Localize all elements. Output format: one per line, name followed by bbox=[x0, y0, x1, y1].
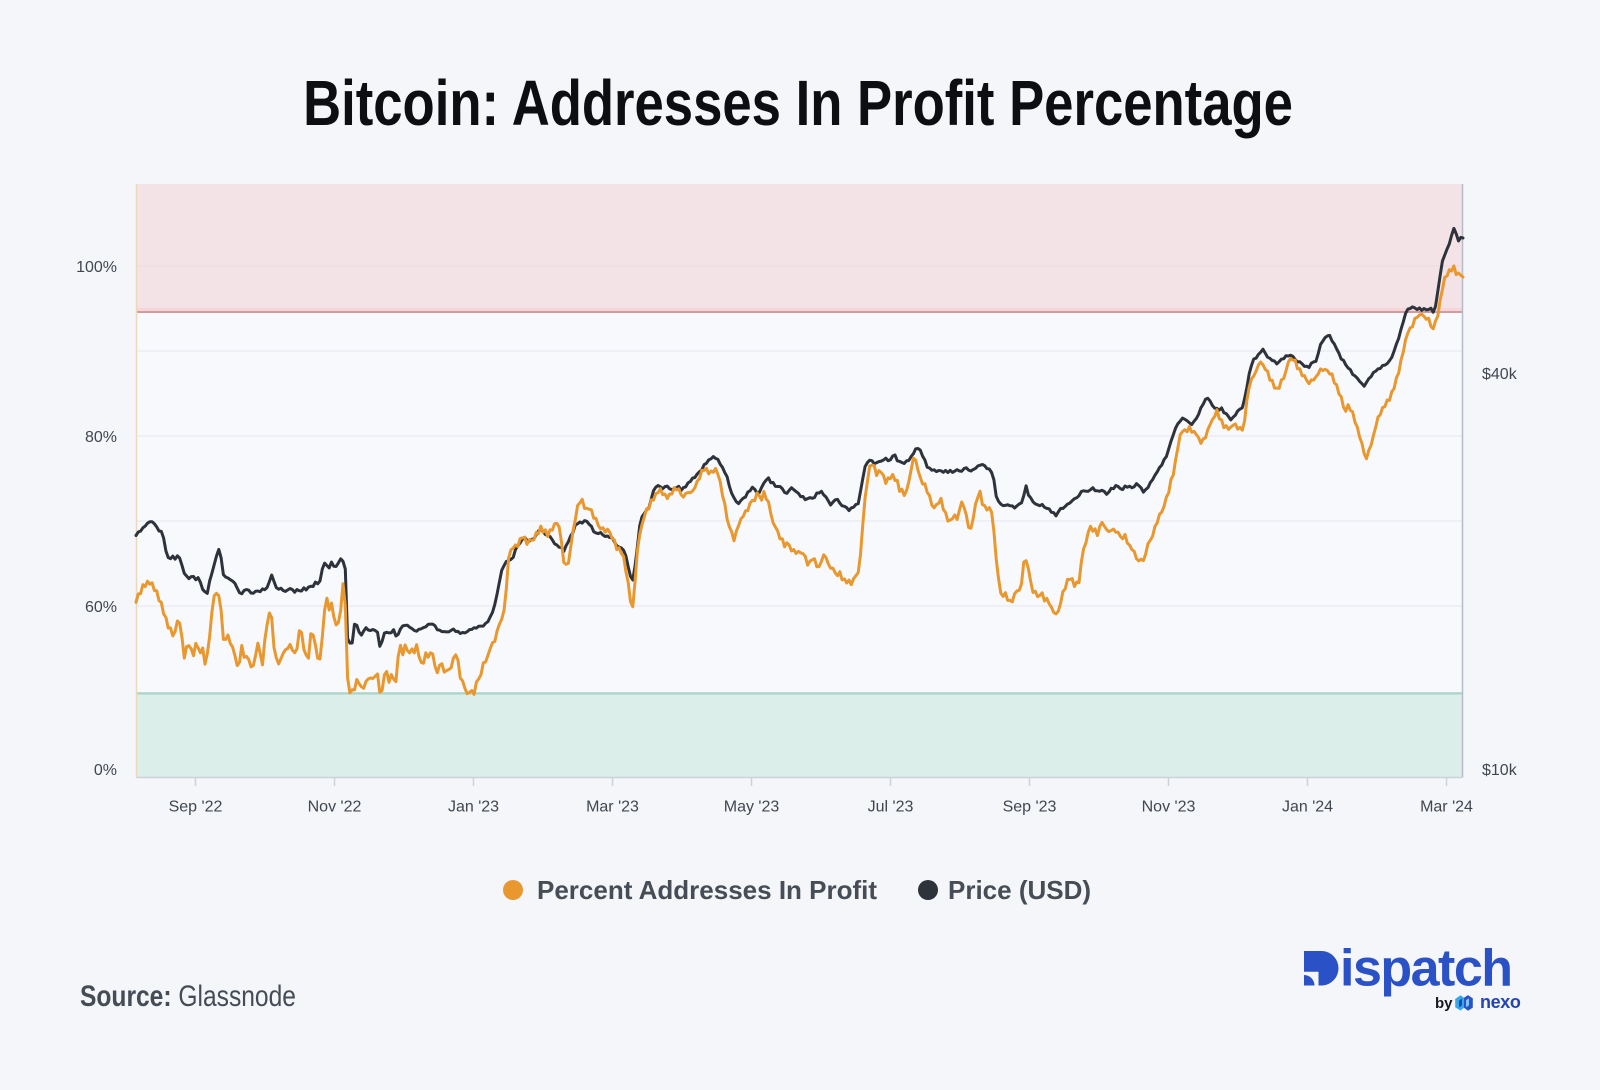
svg-text:Sep '23: Sep '23 bbox=[1003, 799, 1057, 816]
svg-text:Mar '24: Mar '24 bbox=[1420, 799, 1473, 816]
svg-text:ispatch: ispatch bbox=[1340, 940, 1512, 998]
svg-text:Jan '23: Jan '23 bbox=[448, 799, 499, 816]
svg-text:60%: 60% bbox=[85, 599, 117, 616]
svg-text:Bitcoin: Addresses In Profit P: Bitcoin: Addresses In Profit Percentage bbox=[303, 68, 1293, 139]
svg-text:80%: 80% bbox=[85, 429, 117, 446]
svg-text:$10k: $10k bbox=[1482, 762, 1518, 779]
svg-text:Source: Glassnode: Source: Glassnode bbox=[80, 979, 296, 1013]
svg-text:Nov '22: Nov '22 bbox=[308, 799, 362, 816]
svg-text:Percent Addresses In Profit: Percent Addresses In Profit bbox=[537, 875, 877, 905]
svg-text:May '23: May '23 bbox=[724, 799, 780, 816]
svg-text:Jan '24: Jan '24 bbox=[1282, 799, 1333, 816]
svg-text:Price (USD): Price (USD) bbox=[948, 875, 1091, 905]
svg-text:Mar '23: Mar '23 bbox=[586, 799, 639, 816]
svg-text:100%: 100% bbox=[76, 259, 117, 276]
svg-text:$40k: $40k bbox=[1482, 366, 1518, 383]
svg-text:Sep '22: Sep '22 bbox=[169, 799, 223, 816]
svg-text:0%: 0% bbox=[94, 762, 117, 779]
svg-text:Jul '23: Jul '23 bbox=[868, 799, 914, 816]
svg-text:by: by bbox=[1435, 995, 1453, 1012]
svg-text:nexo: nexo bbox=[1480, 992, 1521, 1012]
svg-text:Nov '23: Nov '23 bbox=[1142, 799, 1196, 816]
